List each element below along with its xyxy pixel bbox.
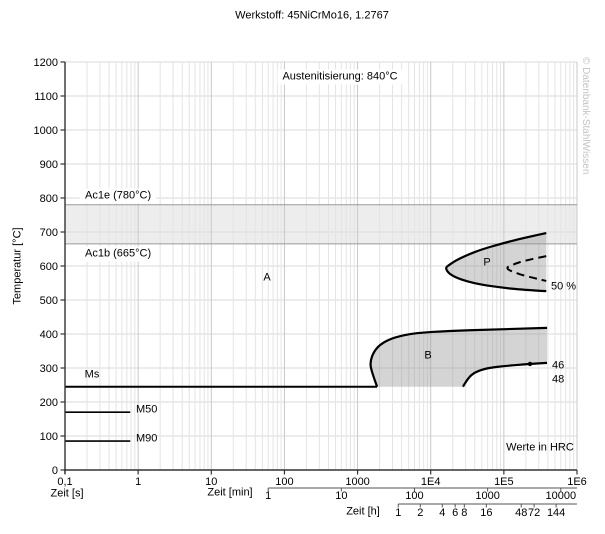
axes: [60, 61, 578, 508]
pearlite-boundary-curve: [445, 231, 547, 293]
pearlite-50pct-curve: [506, 255, 547, 282]
x-tick-label-s: 1E6: [567, 476, 587, 488]
x-tick-label-s: 1: [135, 476, 141, 488]
region-fills: [370, 233, 548, 387]
x-tick-label-s: 1E5: [494, 476, 514, 488]
x-tick-label-min: 1000: [475, 490, 499, 502]
x-tick-label-min: 10000: [545, 490, 576, 502]
x-axis-title-minutes: Zeit [min]: [207, 486, 253, 499]
tick-labels: 0100200300400500600700800900100011001200…: [34, 57, 587, 519]
hardness-note: Werte in HRC: [506, 441, 574, 454]
ac1b-line-label: Ac1b (665°C): [80, 246, 157, 262]
y-tick-label: 100: [40, 431, 58, 443]
y-tick-label: 600: [40, 261, 58, 273]
ac1-lines: [65, 204, 577, 245]
x-tick-label-h: 144: [547, 507, 565, 519]
y-tick-label: 1200: [34, 57, 58, 69]
x-tick-label-h: 6: [452, 507, 458, 519]
bainite-curve-marker: [527, 361, 533, 367]
y-tick-label: 0: [52, 465, 58, 477]
ac1e-line-label: Ac1e (780°C): [80, 188, 157, 204]
y-tick-label: 200: [40, 397, 58, 409]
x-tick-label-min: 1: [265, 490, 271, 502]
page-title: Werkstoff: 45NiCrMo16, 1.2767: [235, 9, 389, 22]
x-tick-label-min: 10: [335, 490, 347, 502]
austenite-region-label: A: [263, 271, 271, 284]
hardness-value-46: 46: [552, 359, 565, 372]
y-tick-label: 700: [40, 227, 58, 239]
grid: [65, 61, 578, 470]
x-tick-label-s: 0,1: [57, 476, 72, 488]
hardness-value-48: 48: [552, 373, 565, 386]
y-tick-label: 300: [40, 363, 58, 375]
fifty-percent-label: 50 %: [551, 280, 577, 293]
x-tick-label-h: 2: [417, 507, 423, 519]
x-tick-label-h: 48: [515, 507, 527, 519]
watermark-text: © Datenbank-StahlWissen: [580, 57, 591, 175]
y-tick-label: 1100: [34, 91, 58, 103]
x-tick-label-h: 1: [395, 507, 401, 519]
x-tick-label-h: 4: [439, 507, 445, 519]
martensite-lines: [65, 385, 378, 442]
x-tick-label-min: 100: [405, 490, 423, 502]
x-tick-label-s: 10: [205, 476, 217, 488]
austenitization-label: Austenitisierung: 840°C: [277, 69, 403, 85]
y-tick-label: 1000: [34, 125, 58, 137]
transformation-curves: [369, 231, 548, 388]
x-tick-label-s: 1E4: [421, 476, 441, 488]
ms-line-label: Ms: [84, 368, 100, 381]
m90-line-label: M90: [136, 432, 158, 445]
bainite-lower-curve: [462, 361, 548, 388]
y-tick-label: 900: [40, 159, 58, 171]
bainite-upper-curve: [369, 326, 548, 388]
y-tick-label: 500: [40, 295, 58, 307]
pearlite-region-label: P: [483, 256, 491, 269]
x-tick-label-s: 100: [275, 476, 293, 488]
ac1-band: [65, 204, 577, 244]
x-axis-title-hours: Zeit [h]: [346, 505, 380, 518]
y-tick-label: 800: [40, 193, 58, 205]
m50-line-label: M50: [136, 403, 158, 416]
x-tick-label-h: 16: [480, 507, 492, 519]
bainite-region-label: B: [424, 349, 432, 362]
x-tick-label-h: 72: [528, 507, 540, 519]
y-axis-title: Temperatur [°C]: [11, 227, 24, 305]
y-tick-label: 400: [40, 329, 58, 341]
x-tick-label-s: 1000: [345, 476, 369, 488]
x-axis-title-seconds: Zeit [s]: [50, 487, 84, 500]
x-tick-label-h: 8: [461, 507, 467, 519]
